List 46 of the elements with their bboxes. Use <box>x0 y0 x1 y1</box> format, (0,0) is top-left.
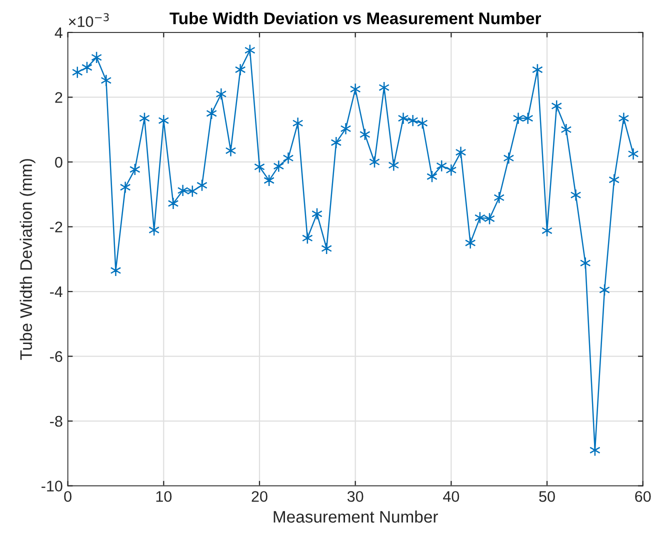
point <box>455 146 466 158</box>
y-tick-label: -8 <box>50 416 62 427</box>
point <box>340 122 352 135</box>
y-tick-label: -2 <box>50 222 62 232</box>
point <box>234 64 246 76</box>
y-tick-label: -4 <box>50 286 62 298</box>
point <box>628 148 639 160</box>
point <box>225 144 236 157</box>
point <box>282 152 294 164</box>
y-tick-label: 0 <box>55 156 62 168</box>
point <box>580 256 591 270</box>
y-tick-label: -6 <box>50 351 62 362</box>
point <box>398 112 409 124</box>
point <box>273 160 284 172</box>
text: ×10$^{−3}$ <box>68 13 109 28</box>
point <box>177 184 188 197</box>
point <box>407 114 418 127</box>
point <box>570 188 582 202</box>
point <box>168 197 179 210</box>
x-tick-label: 50 <box>539 491 555 502</box>
point <box>512 112 524 124</box>
point <box>100 74 112 87</box>
x-tick-label: 0 <box>64 491 72 502</box>
point <box>330 136 342 149</box>
point <box>446 164 457 176</box>
x-tick-label: 30 <box>347 491 364 502</box>
point <box>216 88 227 100</box>
point <box>503 152 514 164</box>
x-tick-label: 10 <box>156 491 172 502</box>
x-tick-label: 60 <box>635 491 651 502</box>
chart-title: Tube Width Deviation vs Measurement Number <box>170 12 542 24</box>
point <box>522 112 534 124</box>
y-axis-title: Tube Width Deviation (mm) <box>20 159 36 360</box>
point <box>560 123 572 136</box>
x-tick-label: 20 <box>252 491 268 502</box>
x-tick-label: 40 <box>443 491 460 502</box>
y-tick-label: 4 <box>54 27 62 38</box>
point <box>618 112 630 124</box>
point <box>120 181 131 194</box>
y-tick-label: 2 <box>55 92 62 103</box>
point <box>464 236 476 250</box>
point <box>350 82 361 96</box>
point <box>388 159 400 172</box>
x-axis-title: Measurement Number <box>274 510 438 523</box>
point <box>292 116 304 130</box>
y-tick-label: -10 <box>42 480 62 492</box>
